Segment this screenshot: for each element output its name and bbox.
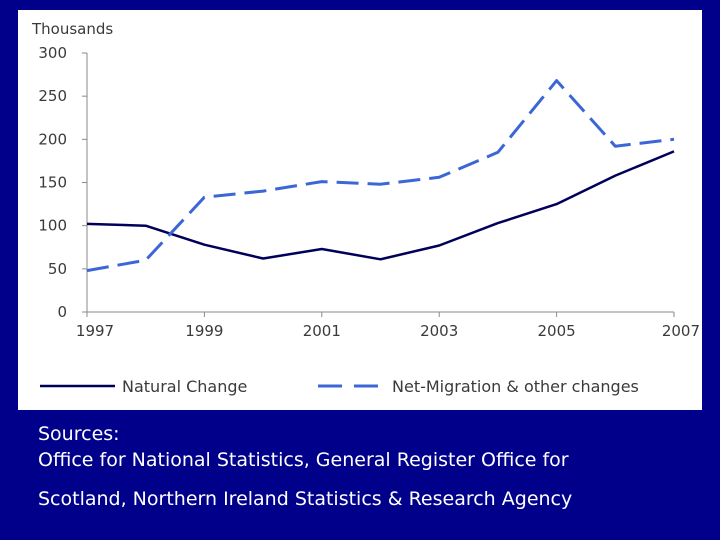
sources-text: Sources: Office for National Statistics,… — [38, 422, 698, 513]
y-axis-label: Thousands — [31, 20, 113, 38]
legend-label: Natural Change — [122, 377, 247, 396]
x-tick-label: 1999 — [185, 322, 223, 340]
y-tick-label: 300 — [38, 44, 67, 62]
y-tick-label: 0 — [57, 303, 67, 321]
y-tick-label: 200 — [38, 130, 67, 148]
sources-heading: Sources: — [38, 423, 120, 445]
x-tick-label: 1997 — [76, 322, 114, 340]
series-line-natural-change — [86, 150, 675, 261]
x-tick-label: 2005 — [538, 322, 576, 340]
y-tick-label: 50 — [48, 260, 67, 278]
sources-line-2: Scotland, Northern Ireland Statistics & … — [38, 488, 573, 511]
chart-panel: Thousands 0 50 100 150 200 250 300 1997 1999 2001 2… — [18, 10, 702, 410]
y-tick-label: 250 — [38, 87, 67, 105]
y-tick-label: 150 — [38, 174, 67, 192]
legend-label: Net-Migration & other changes — [392, 377, 639, 396]
line-chart: Thousands 0 50 100 150 200 250 300 1997 1999 2001 2… — [31, 20, 700, 396]
series-line-net-migration — [86, 79, 675, 273]
x-tick-label: 2003 — [420, 322, 458, 340]
x-tick-label: 2007 — [662, 322, 700, 340]
sources-line-1: Office for National Statistics, General … — [38, 448, 569, 471]
x-tick-label: 2001 — [303, 322, 341, 340]
y-tick-label: 100 — [38, 217, 67, 235]
